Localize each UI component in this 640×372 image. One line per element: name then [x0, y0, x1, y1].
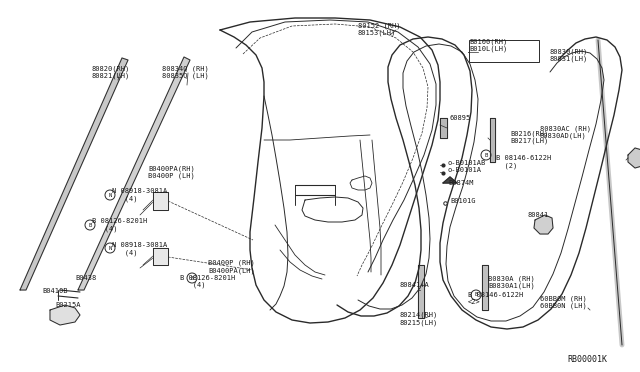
Text: B0216(RH)
B0217(LH): B0216(RH) B0217(LH): [510, 130, 548, 144]
Polygon shape: [78, 57, 190, 290]
Text: 80830AC (RH)
80830AD(LH): 80830AC (RH) 80830AD(LH): [540, 125, 591, 139]
Text: B 08126-8201H
   (4): B 08126-8201H (4): [180, 275, 236, 289]
Text: B0830A (RH)
B0830A1(LH): B0830A (RH) B0830A1(LH): [488, 275, 535, 289]
Polygon shape: [153, 192, 168, 210]
Text: N 08918-3081A
   (4): N 08918-3081A (4): [112, 188, 167, 202]
Polygon shape: [490, 118, 495, 162]
Polygon shape: [440, 118, 447, 138]
Text: 80830(RH)
80831(LH): 80830(RH) 80831(LH): [550, 48, 588, 62]
Text: 60895: 60895: [450, 115, 471, 121]
Polygon shape: [482, 265, 488, 310]
Text: B0400P (RH)
B0400PA(LH): B0400P (RH) B0400PA(LH): [208, 260, 255, 274]
Text: B0101G: B0101G: [450, 198, 476, 204]
Text: 80834Q (RH)
80835Q (LH): 80834Q (RH) 80835Q (LH): [162, 65, 209, 79]
Text: B 08146-6122H
  (2): B 08146-6122H (2): [496, 155, 551, 169]
Text: 80841+A: 80841+A: [400, 282, 429, 288]
Text: 60BB0M (RH)
60BB0N (LH): 60BB0M (RH) 60BB0N (LH): [540, 295, 587, 309]
Text: o-B0101AB
o-B0101A: o-B0101AB o-B0101A: [447, 160, 485, 173]
Text: B: B: [88, 222, 92, 228]
Text: B: B: [190, 276, 194, 280]
Text: 80214(RH)
80215(LH): 80214(RH) 80215(LH): [400, 312, 438, 326]
Text: B 08146-6122H
<2>: B 08146-6122H <2>: [468, 292, 524, 305]
Polygon shape: [50, 305, 80, 325]
Polygon shape: [628, 148, 640, 168]
Text: N: N: [108, 246, 111, 250]
Polygon shape: [534, 215, 553, 234]
Text: B: B: [474, 292, 477, 298]
Text: N: N: [108, 192, 111, 198]
Text: B0215A: B0215A: [55, 302, 81, 308]
Polygon shape: [443, 177, 457, 183]
Text: B0438: B0438: [75, 275, 96, 281]
Text: B0100(RH)
B010L(LH): B0100(RH) B010L(LH): [469, 38, 508, 52]
Text: B0410B: B0410B: [42, 288, 67, 294]
Text: B 08126-8201H
   (4): B 08126-8201H (4): [92, 218, 147, 231]
Text: 80152 (RH)
80153(LH): 80152 (RH) 80153(LH): [358, 22, 401, 36]
Text: B0400PA(RH)
B0400P (LH): B0400PA(RH) B0400P (LH): [148, 165, 195, 179]
Text: 80841: 80841: [527, 212, 548, 218]
Text: B0874M: B0874M: [448, 180, 474, 186]
Polygon shape: [153, 248, 168, 265]
Polygon shape: [418, 265, 424, 318]
Text: 80820(RH)
80821(LH): 80820(RH) 80821(LH): [92, 65, 131, 79]
Text: N 08918-3081A
   (4): N 08918-3081A (4): [112, 242, 167, 256]
Text: B: B: [484, 153, 488, 157]
Text: RB00001K: RB00001K: [567, 355, 607, 364]
Polygon shape: [20, 58, 128, 290]
